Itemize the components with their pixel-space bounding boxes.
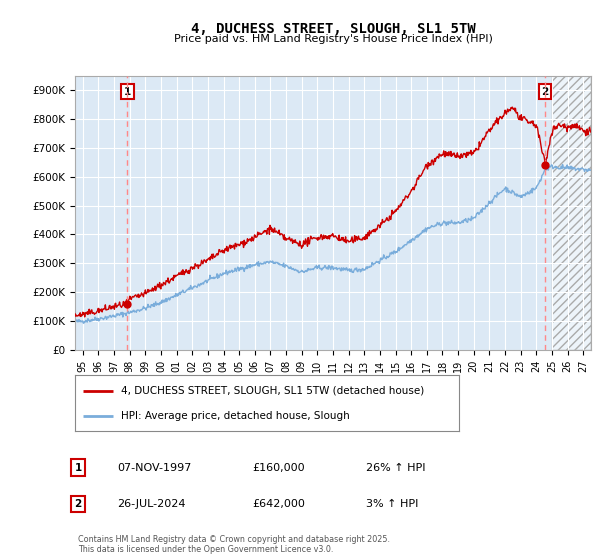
Text: 2: 2 (542, 87, 549, 96)
Text: 2: 2 (74, 499, 82, 509)
Text: 26% ↑ HPI: 26% ↑ HPI (366, 463, 425, 473)
Text: 4, DUCHESS STREET, SLOUGH, SL1 5TW: 4, DUCHESS STREET, SLOUGH, SL1 5TW (191, 22, 475, 36)
Text: Contains HM Land Registry data © Crown copyright and database right 2025.
This d: Contains HM Land Registry data © Crown c… (78, 535, 390, 554)
Text: Price paid vs. HM Land Registry's House Price Index (HPI): Price paid vs. HM Land Registry's House … (173, 34, 493, 44)
Text: 07-NOV-1997: 07-NOV-1997 (117, 463, 191, 473)
Text: 4, DUCHESS STREET, SLOUGH, SL1 5TW (detached house): 4, DUCHESS STREET, SLOUGH, SL1 5TW (deta… (121, 386, 424, 396)
Text: 1: 1 (124, 87, 131, 96)
Text: HPI: Average price, detached house, Slough: HPI: Average price, detached house, Slou… (121, 410, 350, 421)
Text: £642,000: £642,000 (252, 499, 305, 509)
Text: 1: 1 (74, 463, 82, 473)
Text: £160,000: £160,000 (252, 463, 305, 473)
Text: 26-JUL-2024: 26-JUL-2024 (117, 499, 185, 509)
Text: 3% ↑ HPI: 3% ↑ HPI (366, 499, 418, 509)
